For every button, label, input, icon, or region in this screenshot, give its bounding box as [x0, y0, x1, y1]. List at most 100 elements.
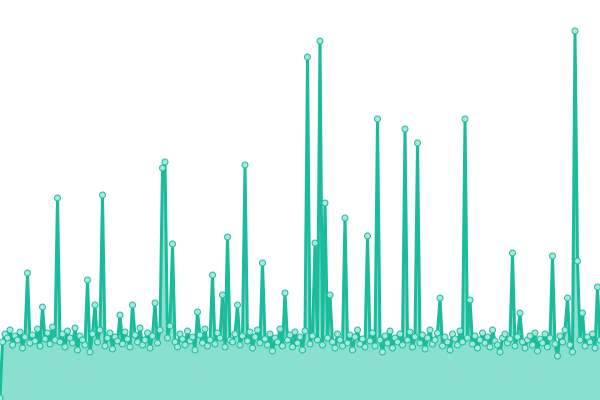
data-point	[559, 338, 566, 346]
data-point	[354, 326, 361, 334]
data-point	[411, 333, 419, 341]
data-point	[161, 158, 169, 166]
data-point	[146, 344, 154, 352]
data-point	[526, 332, 534, 340]
data-point	[126, 343, 134, 351]
data-point	[276, 325, 284, 333]
data-point	[56, 338, 64, 346]
data-point	[159, 164, 166, 172]
data-point	[554, 352, 561, 360]
data-point	[396, 330, 404, 338]
data-point	[471, 332, 479, 340]
data-point	[586, 338, 594, 346]
data-point	[254, 326, 261, 334]
data-point	[266, 330, 274, 338]
data-point	[414, 139, 421, 147]
data-points	[0, 27, 600, 400]
data-point	[389, 344, 396, 352]
data-point	[576, 336, 584, 344]
data-point	[314, 336, 321, 344]
data-point	[366, 337, 374, 345]
data-point	[256, 339, 264, 347]
data-point	[196, 331, 204, 339]
data-point	[24, 269, 31, 277]
data-point	[74, 346, 81, 354]
data-point	[371, 342, 379, 350]
data-point	[129, 301, 136, 309]
data-point	[591, 344, 599, 352]
data-point	[131, 331, 139, 339]
data-point	[529, 341, 536, 349]
data-point	[446, 346, 454, 354]
data-point	[206, 336, 214, 344]
data-point	[114, 337, 121, 345]
data-point	[476, 336, 484, 344]
data-point	[14, 336, 21, 344]
data-point	[349, 346, 356, 354]
data-point	[34, 325, 41, 333]
data-point	[581, 342, 589, 350]
data-point	[466, 296, 474, 304]
data-point	[109, 345, 116, 353]
data-point	[566, 341, 574, 349]
data-point	[46, 340, 54, 348]
data-point	[211, 340, 219, 348]
data-point	[169, 240, 176, 248]
data-point	[521, 344, 529, 352]
data-point	[69, 339, 76, 347]
data-point	[324, 334, 331, 342]
data-point	[41, 335, 49, 343]
data-point	[331, 344, 339, 352]
data-point	[0, 394, 4, 400]
data-point	[516, 309, 524, 317]
data-point	[484, 333, 491, 341]
data-point	[311, 239, 319, 247]
data-point	[64, 327, 71, 335]
data-point	[384, 339, 391, 347]
data-point	[174, 343, 181, 351]
data-point	[221, 343, 229, 351]
data-point	[184, 327, 191, 335]
data-point	[569, 348, 576, 356]
data-point	[259, 259, 266, 267]
data-point	[16, 328, 24, 336]
data-point	[71, 324, 79, 332]
data-point	[474, 344, 481, 352]
data-point	[279, 342, 286, 350]
data-point	[189, 333, 196, 341]
data-point	[244, 337, 251, 345]
data-point	[369, 329, 376, 337]
data-point	[299, 346, 306, 354]
data-point	[179, 335, 186, 343]
data-point	[31, 337, 39, 345]
data-point	[84, 276, 91, 284]
data-point	[94, 338, 101, 346]
data-point	[236, 341, 244, 349]
data-point	[341, 214, 349, 222]
data-point	[316, 37, 324, 45]
data-point	[494, 341, 501, 349]
data-point	[399, 341, 406, 349]
data-point	[96, 326, 104, 334]
data-point	[444, 338, 451, 346]
data-point	[151, 299, 159, 307]
data-point	[304, 53, 311, 61]
data-point	[489, 326, 496, 334]
data-point	[141, 336, 149, 344]
data-point	[404, 336, 411, 344]
data-point	[374, 115, 381, 123]
data-point	[336, 336, 344, 344]
data-point	[551, 340, 559, 348]
data-point	[89, 330, 96, 338]
data-point	[509, 249, 516, 257]
data-point	[589, 330, 596, 338]
data-point	[4, 334, 11, 342]
data-point	[116, 311, 124, 319]
data-point	[539, 339, 546, 347]
data-point	[334, 330, 341, 338]
data-point	[359, 335, 366, 343]
data-point	[561, 326, 569, 334]
data-point	[246, 328, 254, 336]
data-point	[99, 191, 106, 199]
data-point	[91, 301, 99, 309]
